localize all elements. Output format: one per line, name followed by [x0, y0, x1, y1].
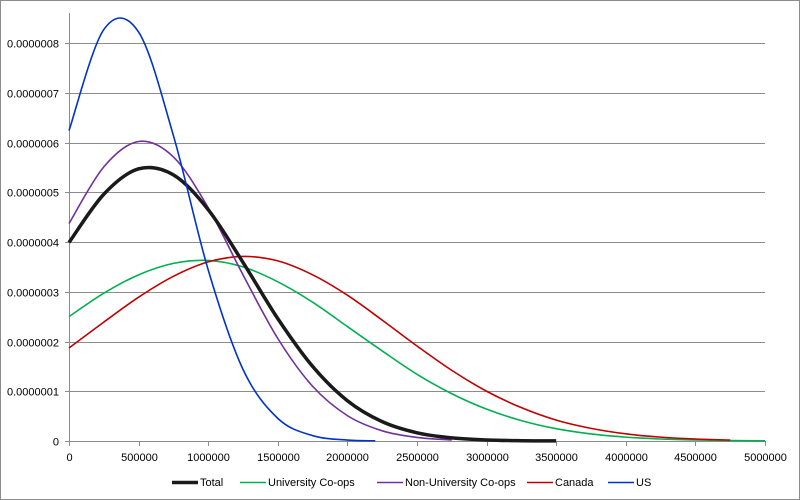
legend-item: Canada [527, 477, 594, 489]
legend-item: Non-University Co-ops [377, 477, 516, 489]
y-tick-label: 0.0000002 [7, 338, 59, 350]
legend-item: University Co-ops [240, 477, 355, 489]
legend: Total University Co-ops Non-University Co-… [172, 477, 651, 489]
series-line-us [68, 17, 376, 442]
x-tick-label: 4000000 [605, 452, 648, 464]
y-tick-label: 0.0000004 [7, 238, 59, 250]
legend-label: Total [200, 477, 223, 489]
x-tick-label: 500000 [121, 452, 158, 464]
series-line-non-university-co-ops [68, 140, 452, 441]
x-axis-ticks: 0 500000 1000000 1500000 2000000 2500000 30000… [66, 441, 787, 464]
y-tick-label: 0.0000008 [7, 39, 59, 51]
legend-label: Canada [555, 477, 594, 489]
y-axis-ticks: 0 0.0000001 0.0000002 0.0000003 0.0000004 0.0… [7, 39, 69, 449]
series-line-total [67, 165, 557, 443]
y-tick-label: 0 [53, 437, 59, 449]
x-tick-label: 2000000 [326, 452, 369, 464]
y-tick-label: 0.0000003 [7, 288, 59, 300]
x-tick-label: 2500000 [396, 452, 439, 464]
x-tick-label: 1500000 [257, 452, 300, 464]
x-tick-label: 4500000 [674, 452, 717, 464]
x-tick-label: 5000000 [744, 452, 787, 464]
x-tick-label: 3000000 [466, 452, 509, 464]
x-tick-label: 0 [66, 452, 72, 464]
axes [69, 13, 765, 442]
legend-label: Non-University Co-ops [405, 477, 516, 489]
y-tick-label: 0.0000001 [7, 387, 59, 399]
x-tick-label: 3500000 [535, 452, 578, 464]
legend-label: University Co-ops [268, 477, 355, 489]
y-tick-label: 0.0000005 [7, 188, 59, 200]
y-tick-label: 0.0000006 [7, 139, 59, 151]
legend-item: Total [172, 477, 223, 489]
series-line-university-co-ops [68, 259, 766, 442]
y-tick-label: 0.0000007 [7, 89, 59, 101]
gridlines [69, 43, 765, 392]
x-tick-label: 1000000 [187, 452, 230, 464]
legend-label: US [636, 477, 651, 489]
series-lines [67, 17, 766, 443]
legend-item: US [608, 477, 651, 489]
series-line-canada [68, 255, 731, 441]
